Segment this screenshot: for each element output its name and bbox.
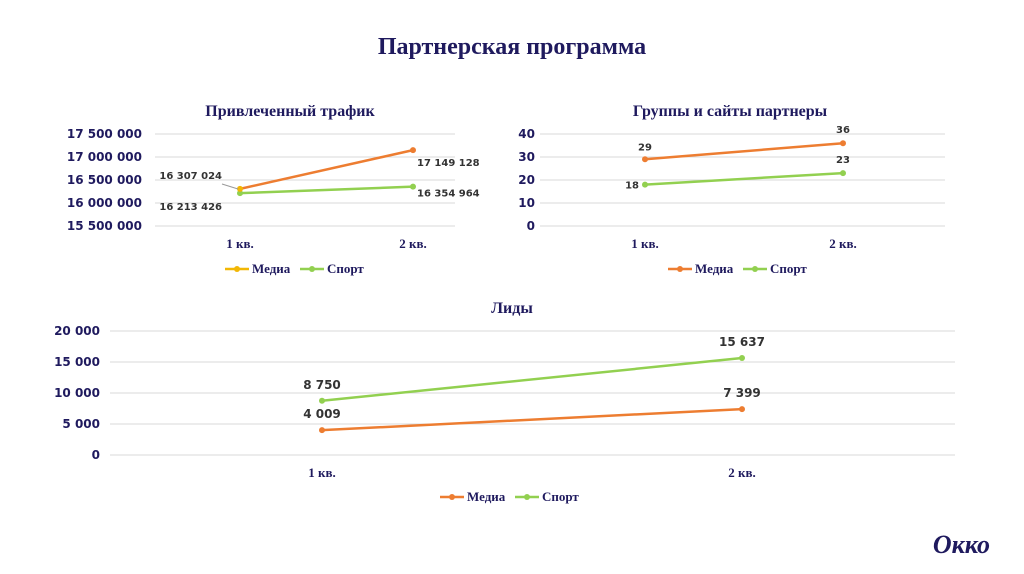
y-tick-label: 17 500 000 [67,127,142,141]
legend-marker [234,266,240,272]
data-point-media [642,156,648,163]
y-tick-label: 20 000 [54,324,100,338]
series-line-media [239,148,414,191]
data-point-sport [319,397,325,404]
leader-line [221,183,239,190]
legend-label: Спорт [542,489,579,504]
y-tick-label: 17 000 000 [67,150,142,164]
data-point-sport [237,190,243,197]
data-label: 7 399 [723,386,761,400]
y-tick-label: 40 [518,127,535,141]
data-label: 23 [836,155,850,166]
x-tick-label: 1 кв. [226,236,254,251]
x-tick-label: 2 кв. [399,236,427,251]
legend-marker [524,494,530,500]
series-line-sport [321,356,743,402]
y-tick-label: 16 000 000 [67,196,142,210]
y-tick-label: 20 [518,173,535,187]
data-label: 17 149 128 [417,158,480,169]
legend-label: Спорт [327,261,364,276]
y-tick-label: 5 000 [62,417,100,431]
chart-title: Лиды [491,300,533,317]
data-label: 16 354 964 [417,189,480,200]
data-label: 16 307 024 [159,171,222,182]
x-tick-label: 2 кв. [728,465,756,480]
data-point-sport [840,170,846,177]
y-tick-label: 16 500 000 [67,173,142,187]
page-title: Партнерская программа [377,34,647,60]
data-point-media [739,406,745,413]
y-tick-label: 15 000 [54,355,100,369]
chart-title: Группы и сайты партнеры [633,103,828,120]
y-tick-label: 10 000 [54,386,100,400]
series-line-sport [644,171,844,186]
data-point-media [237,185,243,192]
data-label: 18 [625,181,639,192]
data-label: 29 [638,142,652,153]
legend-marker [677,266,683,272]
series-line-media [321,407,743,432]
chart-title: Привлеченный трафик [205,103,375,120]
data-point-media [840,140,846,147]
data-point-sport [642,181,648,188]
data-point-media [410,147,416,154]
data-label: 16 213 426 [159,202,222,213]
data-label: 8 750 [303,378,341,392]
legend-label: Медиа [252,261,291,276]
data-point-media [319,427,325,434]
y-tick-label: 15 500 000 [67,219,142,233]
series-line-media [644,141,844,161]
okko-logo: Окко [932,530,990,559]
y-tick-label: 0 [92,448,100,462]
legend-marker [309,266,315,272]
legend-label: Медиа [695,261,734,276]
data-point-sport [410,183,416,190]
series-line-sport [239,185,414,195]
data-label: 4 009 [303,407,341,421]
legend-label: Спорт [770,261,807,276]
legend-marker [752,266,758,272]
x-tick-label: 1 кв. [631,236,659,251]
legend-label: Медиа [467,489,506,504]
y-tick-label: 30 [518,150,535,164]
y-tick-label: 0 [527,219,535,233]
legend-marker [449,494,455,500]
data-point-sport [739,355,745,362]
x-tick-label: 2 кв. [829,236,857,251]
y-tick-label: 10 [518,196,535,210]
x-tick-label: 1 кв. [308,465,336,480]
data-label: 15 637 [719,335,765,349]
data-label: 36 [836,125,850,136]
